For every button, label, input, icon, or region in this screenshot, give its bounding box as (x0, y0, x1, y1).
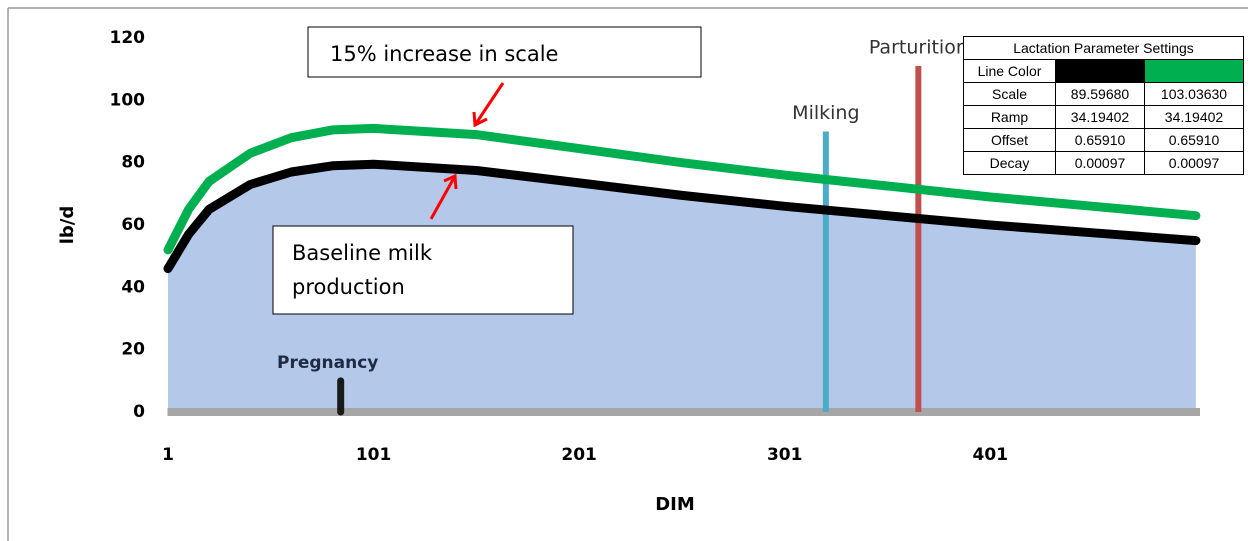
y-tick-label: 0 (133, 402, 145, 422)
annotation-box (272, 225, 574, 315)
table-row: Decay 0.00097 0.00097 (963, 151, 1244, 175)
table-cell: 0.00097 (1055, 151, 1145, 175)
table-title: Lactation Parameter Settings (963, 36, 1244, 60)
y-tick-label: 120 (110, 28, 146, 48)
table-cell: 0.00097 (1144, 151, 1244, 175)
x-tick-label: 401 (973, 445, 1009, 465)
row-header: Line Color (963, 59, 1056, 83)
y-tick-label: 20 (121, 340, 145, 360)
color-swatch (1144, 59, 1244, 83)
annotation: production (292, 275, 405, 299)
table-cell: 103.03630 (1144, 82, 1244, 106)
annotation: Baseline milk (292, 241, 433, 265)
x-axis-label: DIM (655, 494, 695, 515)
arrows (429, 82, 505, 220)
x-tick-label: 101 (356, 445, 392, 465)
table-cell: 34.19402 (1055, 105, 1145, 129)
table-cell: Decay (963, 151, 1056, 175)
y-tick-label: 60 (121, 215, 145, 235)
table-cell: Scale (963, 82, 1056, 106)
x-tick-label: 301 (767, 445, 803, 465)
color-swatch (1055, 59, 1145, 83)
table-cell: 34.19402 (1144, 105, 1244, 129)
table-row: Offset 0.65910 0.65910 (963, 128, 1244, 152)
parameter-table: Lactation Parameter Settings Line Color … (963, 36, 1244, 175)
table-cell: 0.65910 (1144, 128, 1244, 152)
y-axis-label: lb/d (57, 206, 78, 245)
x-tick-label: 1 (162, 445, 174, 465)
annotation-box (307, 26, 702, 78)
table-row: Ramp 34.19402 34.19402 (963, 105, 1244, 129)
table-row: Scale 89.59680 103.03630 (963, 82, 1244, 106)
line (163, 123, 1201, 255)
x-tick-label: 201 (561, 445, 597, 465)
event-label: Parturition (869, 37, 968, 59)
y-tick-label: 40 (121, 277, 145, 297)
line (163, 159, 1201, 274)
table-cell: 89.59680 (1055, 82, 1145, 106)
y-tick-label: 100 (110, 90, 146, 110)
table-cell: Ramp (963, 105, 1056, 129)
table-cell: 0.65910 (1055, 128, 1145, 152)
annotation: 15% increase in scale (330, 42, 558, 66)
table-cell: Offset (963, 128, 1056, 152)
y-tick-label: 80 (121, 153, 145, 173)
event-label: Milking (792, 102, 859, 124)
event-label: Pregnancy (277, 353, 378, 373)
